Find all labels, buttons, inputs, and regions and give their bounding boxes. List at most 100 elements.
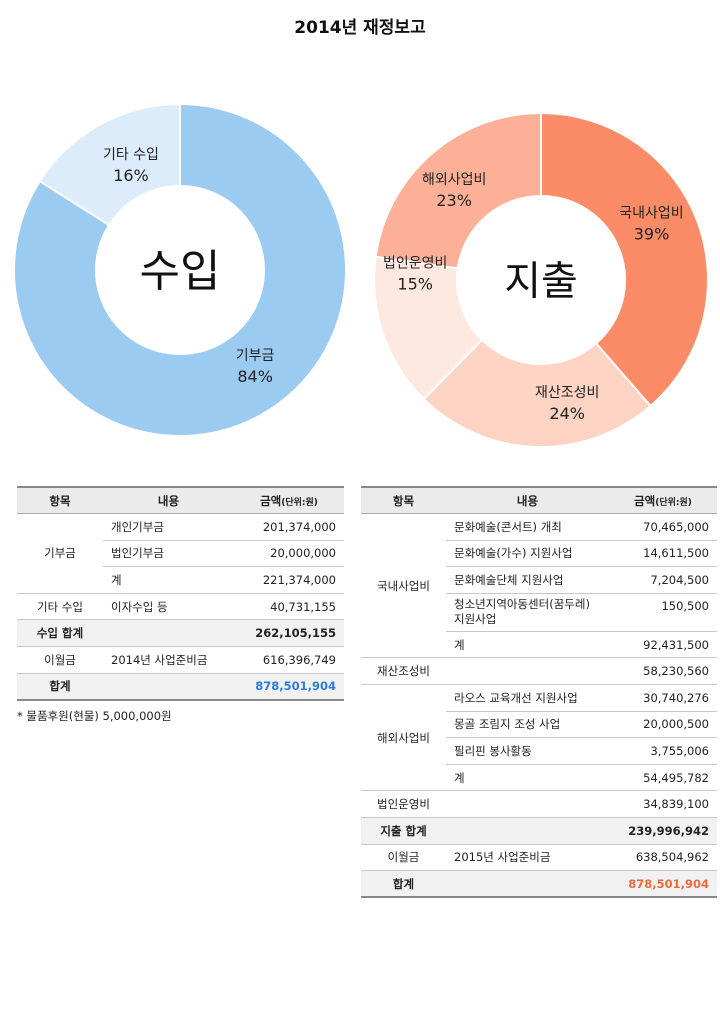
- expense-table: 항목 내용 금액(단위:원) 국내사업비 문화예술(콘서트) 개최 70,465…: [361, 486, 717, 899]
- table-header: 항목 내용 금액(단위:원): [361, 486, 717, 515]
- row-amount: 70,465,000: [609, 513, 717, 541]
- in-kind-note: * 물품후원(현물) 5,000,000원: [17, 709, 172, 723]
- donut-slice: [374, 111, 542, 270]
- table-row: 필리핀 봉사활동 3,755,006: [361, 737, 717, 765]
- table-row: 이월금 2015년 사업준비금 638,504,962: [361, 844, 717, 872]
- category-other: 기타 수입: [17, 593, 103, 621]
- row-desc: 문화예술(콘서트) 개최: [446, 513, 609, 541]
- category-carryover: 이월금: [17, 646, 103, 674]
- income-total-label: 수입 합계: [17, 619, 103, 648]
- row-desc: 2015년 사업준비금: [446, 844, 609, 872]
- table-row: 재산조성비 58,230,560: [361, 657, 717, 686]
- header-item: 항목: [17, 486, 103, 515]
- row-amount: 616,396,749: [234, 646, 344, 674]
- slice-value-label: 24%: [549, 404, 585, 423]
- income-table: 항목 내용 금액(단위:원) 기부금 개인기부금 201,374,000 법인기…: [17, 486, 344, 701]
- table-row: 문화예술(가수) 지원사업 14,611,500: [361, 540, 717, 568]
- grand-total-amount: 878,501,904: [609, 870, 717, 899]
- table-row: 법인기부금 20,000,000: [17, 540, 344, 568]
- row-desc: 법인기부금: [103, 540, 234, 568]
- row-amount: 7,204,500: [609, 566, 717, 594]
- donut-charts: 기부금 84% 기타 수입 16% 수입 국내사업비 39% 재산조성비 24% 법인운영비 15%…: [13, 102, 709, 448]
- row-amount: 54,495,782: [609, 764, 717, 792]
- row-desc: 계: [103, 566, 234, 594]
- table-row: 법인운영비 34,839,100: [361, 790, 717, 819]
- empty-cell: [446, 657, 609, 686]
- slice-label: 해외사업비: [422, 172, 486, 188]
- income-total-amount: 262,105,155: [234, 619, 344, 648]
- slice-value-label: 39%: [634, 225, 670, 244]
- table-header: 항목 내용 금액(단위:원): [17, 486, 344, 515]
- empty-cell: [446, 817, 609, 845]
- header-amount: 금액(단위:원): [234, 486, 344, 515]
- grand-total-row: 합계 878,501,904: [17, 673, 344, 701]
- category-overseas: 해외사업비: [361, 684, 446, 792]
- slice-value-label: 15%: [397, 274, 433, 293]
- expense-total-label: 지출 합계: [361, 817, 446, 845]
- donut-slice: [38, 102, 181, 227]
- category-asset: 재산조성비: [361, 657, 446, 686]
- slice-label: 기부금: [236, 348, 275, 364]
- row-desc: 개인기부금: [103, 513, 234, 541]
- table-row: 계 92,431,500: [361, 631, 717, 659]
- row-amount: 20,000,500: [609, 711, 717, 739]
- category-donation: 기부금: [17, 513, 103, 594]
- row-desc: 문화예술(가수) 지원사업: [446, 540, 609, 568]
- row-desc: 몽골 조림지 조성 사업: [446, 711, 609, 739]
- row-amount: 30,740,276: [609, 684, 717, 712]
- empty-cell: [446, 790, 609, 819]
- row-amount: 3,755,006: [609, 737, 717, 765]
- row-amount: 221,374,000: [234, 566, 344, 594]
- slice-label: 법인운영비: [383, 255, 447, 271]
- row-desc: 청소년지역아동센터(꿈두레) 지원사업: [446, 593, 609, 632]
- row-amount: 92,431,500: [609, 631, 717, 659]
- row-amount: 638,504,962: [609, 844, 717, 872]
- row-amount: 34,839,100: [609, 790, 717, 819]
- donut-slice: [540, 111, 709, 408]
- category-carryover: 이월금: [361, 844, 446, 872]
- subtotal-row: 지출 합계 239,996,942: [361, 817, 717, 845]
- table-row: 기부금 개인기부금 201,374,000: [17, 513, 344, 594]
- slice-label: 기타 수입: [103, 147, 159, 163]
- table-row: 기타 수입 이자수입 등 40,731,155: [17, 593, 344, 621]
- grand-total-row: 합계 878,501,904: [361, 870, 717, 899]
- grand-total-amount: 878,501,904: [234, 673, 344, 701]
- empty-cell: [103, 673, 234, 701]
- grand-total-label: 합계: [361, 870, 446, 899]
- slice-label: 재산조성비: [535, 385, 599, 401]
- header-content: 내용: [103, 486, 234, 515]
- row-desc: 계: [446, 631, 609, 659]
- table-row: 몽골 조림지 조성 사업 20,000,500: [361, 711, 717, 739]
- table-row: 이월금 2014년 사업준비금 616,396,749: [17, 646, 344, 674]
- row-desc: 2014년 사업준비금: [103, 646, 234, 674]
- table-row: 계 221,374,000: [17, 566, 344, 594]
- subtotal-row: 수입 합계 262,105,155: [17, 619, 344, 648]
- donut-center-label: 지출: [504, 258, 578, 304]
- row-amount: 58,230,560: [609, 657, 717, 686]
- empty-cell: [103, 619, 234, 648]
- header-content: 내용: [446, 486, 609, 515]
- row-amount: 201,374,000: [234, 513, 344, 541]
- page-title: 2014년 재정보고: [294, 18, 426, 38]
- category-domestic: 국내사업비: [361, 513, 446, 659]
- row-amount: 14,611,500: [609, 540, 717, 568]
- table-row: 계 54,495,782: [361, 764, 717, 792]
- slice-label: 국내사업비: [619, 206, 683, 222]
- slice-value-label: 84%: [237, 367, 273, 386]
- table-row: 청소년지역아동센터(꿈두레) 지원사업 150,500: [361, 593, 717, 632]
- header-item: 항목: [361, 486, 446, 515]
- row-desc: 계: [446, 764, 609, 792]
- table-row: 문화예술단체 지원사업 7,204,500: [361, 566, 717, 594]
- row-desc: 문화예술단체 지원사업: [446, 566, 609, 594]
- grand-total-label: 합계: [17, 673, 103, 701]
- row-amount: 40,731,155: [234, 593, 344, 621]
- donut-center-label: 수입: [140, 246, 221, 297]
- donut-slice: [422, 338, 652, 448]
- header-amount: 금액(단위:원): [609, 486, 717, 515]
- donut-slice: [13, 102, 347, 437]
- slice-value-label: 16%: [113, 166, 149, 185]
- row-amount: 20,000,000: [234, 540, 344, 568]
- table-row: 해외사업비 라오스 교육개선 지원사업 30,740,276: [361, 684, 717, 792]
- row-desc: 이자수입 등: [103, 593, 234, 621]
- table-row: 국내사업비 문화예술(콘서트) 개최 70,465,000: [361, 513, 717, 659]
